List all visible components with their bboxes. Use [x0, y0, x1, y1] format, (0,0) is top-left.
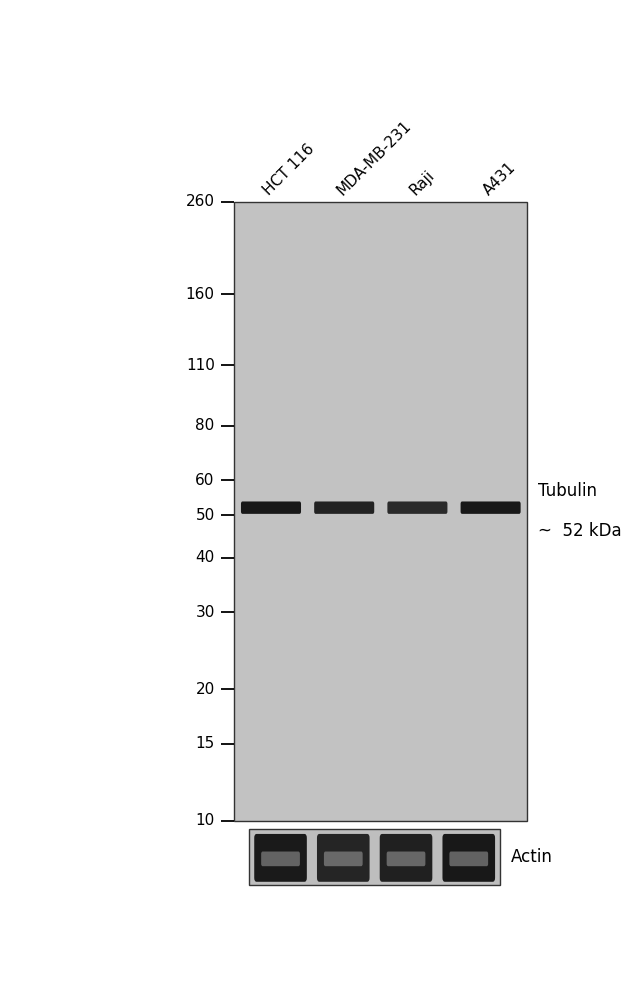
Text: Tubulin: Tubulin	[538, 482, 597, 499]
FancyBboxPatch shape	[460, 501, 521, 514]
Bar	[249, 829, 500, 885]
Text: 60: 60	[196, 473, 215, 488]
Text: 110: 110	[186, 358, 215, 373]
Text: HCT 116: HCT 116	[260, 141, 318, 198]
Text: 30: 30	[196, 605, 215, 620]
FancyBboxPatch shape	[387, 501, 448, 514]
FancyBboxPatch shape	[443, 834, 495, 881]
FancyBboxPatch shape	[380, 834, 432, 881]
Text: 40: 40	[196, 550, 215, 565]
FancyBboxPatch shape	[314, 501, 374, 514]
Text: 15: 15	[196, 737, 215, 752]
FancyBboxPatch shape	[261, 851, 300, 866]
Text: ~  52 kDa: ~ 52 kDa	[538, 522, 622, 540]
FancyBboxPatch shape	[324, 851, 363, 866]
FancyBboxPatch shape	[317, 834, 370, 881]
Text: 160: 160	[185, 286, 215, 301]
FancyBboxPatch shape	[254, 834, 307, 881]
Bar	[234, 202, 527, 821]
Text: A431: A431	[480, 160, 518, 198]
FancyBboxPatch shape	[241, 501, 301, 514]
Text: Actin: Actin	[511, 848, 553, 866]
Text: 260: 260	[185, 194, 215, 209]
Text: 80: 80	[196, 418, 215, 433]
FancyBboxPatch shape	[450, 851, 488, 866]
Text: 20: 20	[196, 681, 215, 696]
Text: 50: 50	[196, 508, 215, 523]
Text: 10: 10	[196, 813, 215, 828]
Text: Raji: Raji	[407, 168, 438, 198]
Text: MDA-MB-231: MDA-MB-231	[333, 118, 413, 198]
FancyBboxPatch shape	[387, 851, 425, 866]
